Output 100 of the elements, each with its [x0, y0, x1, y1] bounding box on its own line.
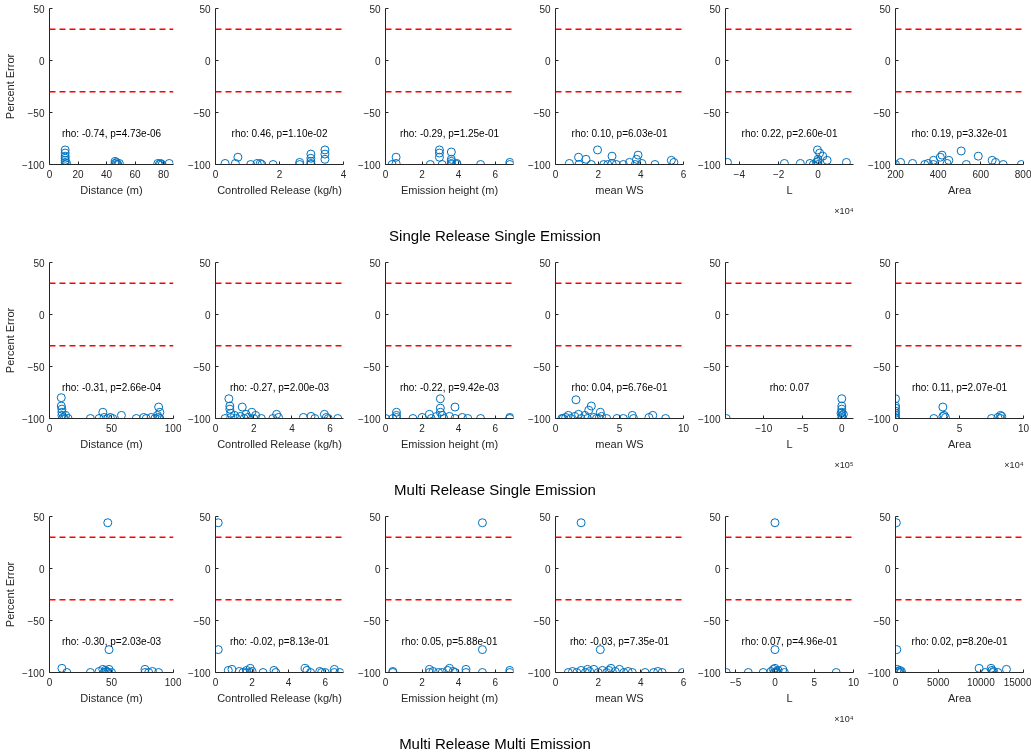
x-tick-label: 6 — [327, 422, 334, 434]
y-tick-label: 0 — [374, 563, 381, 575]
x-tick-label: 100 — [164, 676, 182, 688]
point — [223, 665, 233, 673]
annotation: rho: -0.30, p=2.03e-03 — [61, 635, 162, 647]
y-tick-label: −100 — [527, 159, 551, 171]
text: ×10⁵ — [834, 459, 854, 470]
x-tick-label: 2 — [595, 168, 602, 180]
x-tick-label: 0 — [815, 168, 822, 180]
x-axis-title: Distance (m) — [80, 691, 143, 704]
x-tick-label: 0 — [892, 422, 899, 434]
y-tick-label: 50 — [33, 257, 45, 269]
annotation: rho: -0.22, p=9.42e-03 — [399, 381, 500, 393]
x-tick-label: 4 — [638, 676, 645, 688]
y-tick-label: 50 — [199, 511, 211, 523]
x-tick-label: 4 — [455, 168, 462, 180]
y-tick-label: 0 — [884, 309, 891, 321]
y-tick-label: 0 — [204, 55, 211, 67]
x-tick-label: −10 — [755, 422, 773, 434]
y-tick-label: −50 — [703, 361, 721, 373]
y-axis-title: Percent Error — [3, 53, 16, 120]
x-axis-title: Emission height (m) — [400, 437, 499, 450]
text: Multi Release Multi Emission — [399, 734, 591, 754]
y-tick-label: −50 — [533, 361, 551, 373]
point — [227, 664, 237, 673]
x-tick-label: 0 — [212, 422, 219, 434]
point — [615, 664, 624, 673]
y-tick-label: −100 — [357, 413, 381, 425]
annotation: rho: 0.10, p=6.03e-01 — [571, 127, 668, 139]
x-tick-label: 0 — [892, 676, 899, 688]
y-tick-label: −100 — [21, 413, 45, 425]
y-tick-label: −50 — [193, 615, 211, 627]
annotation: rho: -0.74, p=4.73e-06 — [61, 127, 162, 139]
y-tick-label: −50 — [27, 361, 45, 373]
y-tick-label: −100 — [697, 413, 721, 425]
point — [585, 666, 595, 673]
x-tick-label: 5 — [616, 422, 623, 434]
x-tick-label: 2 — [250, 422, 257, 434]
y-tick-label: −50 — [873, 615, 891, 627]
y-tick-label: 0 — [204, 309, 211, 321]
y-tick-label: −100 — [357, 667, 381, 679]
x-tick-label: 0 — [212, 168, 219, 180]
x-tick-label: 50 — [105, 676, 118, 688]
annotation: rho: 0.07, p=4.96e-01 — [741, 635, 838, 647]
y-tick-label: −50 — [873, 361, 891, 373]
x-tick-label: 0 — [382, 168, 389, 180]
x-tick-label: −5 — [730, 676, 742, 688]
point — [215, 518, 223, 528]
y-tick-label: 50 — [369, 511, 381, 523]
x-axis-title: Area — [947, 183, 972, 196]
y-tick-label: 0 — [544, 563, 551, 575]
point — [103, 518, 113, 528]
x-axis-title: Controlled Release (kg/h) — [217, 437, 342, 450]
x-tick-label: 6 — [492, 422, 499, 434]
text: ×10⁴ — [834, 713, 854, 724]
point — [215, 645, 223, 655]
y-tick-label: 50 — [539, 511, 551, 523]
y-axis-title: Percent Error — [3, 561, 16, 628]
y-tick-label: −50 — [363, 361, 381, 373]
y-tick-label: −100 — [867, 667, 891, 679]
y-tick-label: −50 — [703, 615, 721, 627]
x-axis-title: L — [786, 437, 793, 450]
x-tick-label: 50 — [105, 422, 118, 434]
y-tick-label: 0 — [884, 563, 891, 575]
y-tick-label: −50 — [703, 107, 721, 119]
x-axis-title: L — [786, 691, 793, 704]
text: Single Release Single Emission — [389, 226, 601, 246]
y-tick-label: 0 — [38, 55, 45, 67]
annotation: rho: -0.29, p=1.25e-01 — [399, 127, 500, 139]
x-tick-label: −5 — [797, 422, 809, 434]
x-tick-label: 4 — [285, 676, 292, 688]
annotation: rho: 0.22, p=2.60e-01 — [741, 127, 838, 139]
annotation: rho: -0.31, p=2.66e-04 — [61, 381, 162, 393]
text: Multi Release Single Emission — [394, 480, 596, 500]
annotation: rho: 0.02, p=8.20e-01 — [911, 635, 1008, 647]
y-tick-label: 50 — [879, 3, 891, 15]
y-tick-label: 0 — [714, 309, 721, 321]
x-tick-label: 0 — [46, 676, 53, 688]
y-tick-label: 50 — [369, 257, 381, 269]
x-tick-label: 600 — [972, 168, 990, 180]
annotation: rho: 0.07 — [769, 381, 810, 393]
y-tick-label: −100 — [697, 159, 721, 171]
y-tick-label: 50 — [539, 3, 551, 15]
x-tick-label: 0 — [839, 422, 846, 434]
x-axis-title: mean WS — [595, 437, 644, 450]
y-tick-label: −50 — [363, 615, 381, 627]
x-tick-label: 2 — [419, 676, 426, 688]
x-tick-label: 6 — [492, 168, 499, 180]
x-tick-label: 20 — [72, 168, 85, 180]
x-axis-title: mean WS — [595, 691, 644, 704]
x-tick-label: 6 — [492, 676, 499, 688]
y-tick-label: 50 — [879, 257, 891, 269]
y-tick-label: −100 — [21, 667, 45, 679]
x-axis-title: Controlled Release (kg/h) — [217, 183, 342, 196]
x-axis-title: Emission height (m) — [400, 691, 499, 704]
annotation: rho: 0.11, p=2.07e-01 — [911, 381, 1008, 393]
annotation: rho: 0.19, p=3.32e-01 — [911, 127, 1008, 139]
x-tick-label: 80 — [157, 168, 170, 180]
y-tick-label: 50 — [369, 3, 381, 15]
y-tick-label: −100 — [527, 667, 551, 679]
